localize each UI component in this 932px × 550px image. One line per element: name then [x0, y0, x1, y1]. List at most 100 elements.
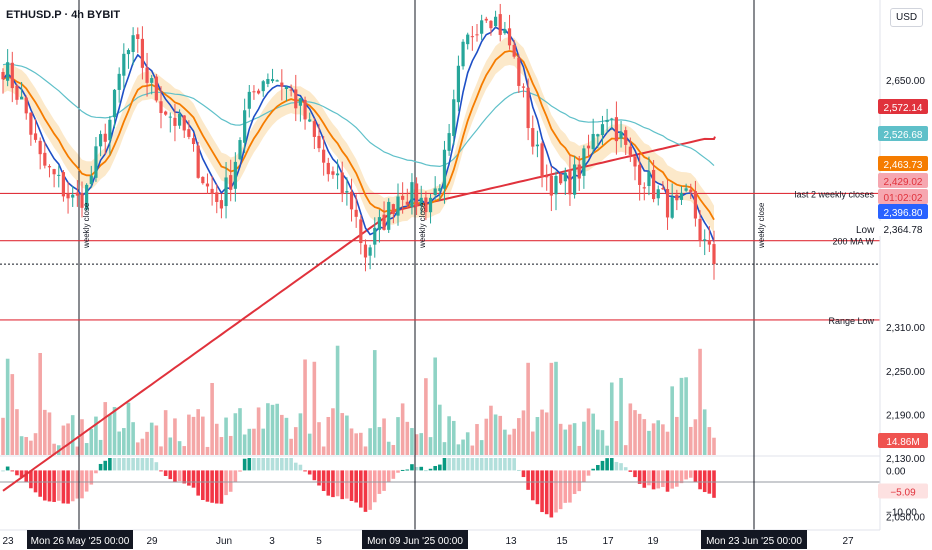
candle [150, 75, 154, 95]
level-label: last 2 weekly closes [794, 189, 874, 199]
volume-bar [517, 418, 521, 455]
volume-bar [173, 418, 177, 455]
oscillator-bar [428, 468, 433, 471]
candle [642, 182, 646, 201]
oscillator-bar [10, 470, 15, 472]
volume-bar [10, 374, 15, 455]
oscillator-bar [600, 460, 605, 471]
candle [521, 83, 526, 98]
oscillator-bar [266, 458, 270, 471]
oscillator-bar [637, 470, 642, 484]
oscillator-bar [224, 470, 228, 496]
candle [596, 133, 600, 149]
oscillator-tick-label: −10.00 [886, 508, 917, 519]
candle [466, 32, 470, 50]
oscillator-bar [702, 470, 707, 493]
oscillator-histogram [1, 458, 716, 518]
oscillator-bar [15, 470, 19, 476]
candle [29, 112, 33, 146]
oscillator-bar [196, 470, 200, 496]
candle [154, 74, 158, 103]
volume-bar [159, 446, 163, 455]
candle [289, 84, 293, 97]
volume-bar [609, 382, 614, 455]
oscillator-bar [122, 458, 126, 471]
volume-bar [293, 427, 298, 455]
oscillator-bar [558, 470, 563, 510]
candle [638, 154, 642, 201]
candle [322, 135, 326, 176]
oscillator-bar [461, 458, 465, 471]
oscillator-bar [656, 470, 661, 489]
oscillator-bar [605, 458, 609, 471]
price-tag-bg [878, 99, 928, 114]
candle [428, 193, 433, 224]
candle [168, 112, 172, 133]
oscillator-bar [70, 470, 75, 502]
candle [582, 145, 586, 189]
oscillator-bar [359, 470, 363, 508]
time-tick-label: Mon 09 Jun '25 00:00 [367, 536, 463, 547]
oscillator-bar [693, 470, 698, 483]
oscillator-bar [163, 470, 168, 476]
oscillator-bar [187, 470, 191, 486]
price-tick-label: 2,250.00 [886, 367, 925, 378]
oscillator-bar [665, 470, 670, 492]
candlesticks [1, 3, 716, 280]
volume-bar [512, 428, 516, 455]
candle [619, 120, 623, 148]
oscillator-bar [475, 458, 479, 471]
candle [396, 183, 400, 226]
oscillator-bar [205, 470, 210, 502]
volume-bar [70, 415, 75, 455]
volume-bar [493, 414, 498, 455]
volume-bar [80, 419, 84, 455]
oscillator-bar [479, 458, 484, 471]
volume-bar [637, 413, 642, 455]
volume-bar [61, 425, 66, 455]
candle [270, 68, 275, 84]
oscillator-bar [145, 458, 149, 471]
volume-bar [656, 420, 661, 455]
candle [577, 155, 581, 191]
level-label: Range Low [828, 316, 874, 326]
volume-bar [182, 446, 187, 455]
candle [243, 98, 247, 154]
candle [187, 120, 191, 140]
oscillator-bar [698, 470, 702, 490]
oscillator-bar [289, 458, 293, 471]
volume-bar [140, 438, 145, 455]
volume-bar [84, 443, 89, 455]
volume-bar [386, 441, 391, 455]
oscillator-bar [149, 458, 154, 471]
candle [140, 26, 145, 80]
oscillator-bar [503, 458, 507, 471]
volume-bar [201, 416, 205, 455]
candle [275, 79, 279, 82]
price-tick-label: 2,190.00 [886, 410, 925, 421]
oscillator-bar [535, 470, 540, 505]
oscillator-bar [131, 458, 135, 471]
candle [382, 201, 386, 231]
volume-bar [149, 422, 154, 455]
candle [507, 14, 512, 50]
oscillator-bar [396, 470, 400, 473]
volume-bar [359, 432, 363, 455]
time-tick-label: 19 [647, 536, 659, 547]
candle [540, 141, 544, 188]
candle [373, 217, 377, 258]
volume-bar [702, 409, 707, 455]
oscillator-tick-label: 0.00 [886, 466, 906, 477]
volume-bar [196, 409, 200, 455]
candle [145, 52, 149, 97]
candle [401, 182, 405, 214]
candle [679, 186, 684, 205]
oscillator-bar [191, 470, 196, 488]
candle [326, 157, 330, 182]
currency-button[interactable]: USD [890, 8, 924, 27]
candle [331, 166, 335, 179]
volume-bar [382, 418, 386, 455]
volume-bar [526, 362, 530, 455]
volume-bar [117, 431, 121, 455]
